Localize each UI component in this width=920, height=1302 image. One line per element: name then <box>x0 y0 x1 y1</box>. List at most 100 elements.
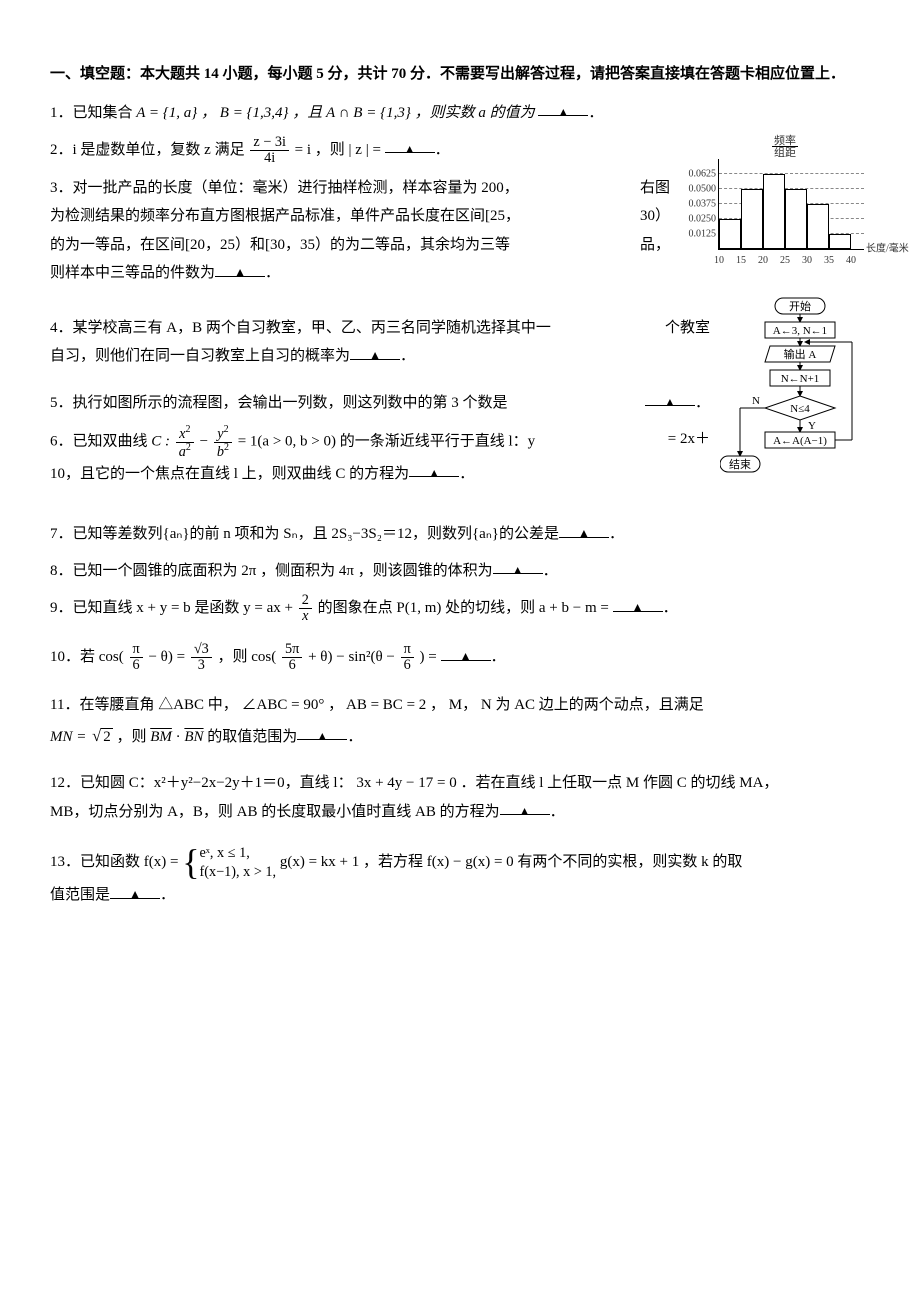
answer-blank <box>493 557 543 575</box>
q5-l1a: 5．执行如图所示的流程图，会输出一列数，则这列数中的第 3 个数是 <box>50 395 508 411</box>
q10-f2d: 3 <box>191 658 212 673</box>
q6-c: C : <box>151 434 174 450</box>
q11-c: ，则 <box>116 729 150 745</box>
q3-l1a: 3．对一批产品的长度（单位：毫米）进行抽样检测，样本容量为 200， <box>50 180 519 196</box>
answer-blank <box>645 389 695 407</box>
histo-xlabel: 长度/毫米 <box>864 240 909 259</box>
q10-b: − θ) = <box>148 649 188 665</box>
question-2: 2．i 是虚数单位，复数 z 满足 z − 3i4i = i ，则 | z | … <box>50 135 870 166</box>
q13-b: g(x) = kx + 1 ，若方程 f(x) − g(x) = 0 有两个不同… <box>280 854 743 870</box>
q3-l2b: 30） <box>640 202 670 231</box>
question-10: 10．若 cos( π6 − θ) = √33 ，则 cos( 5π6 + θ)… <box>50 642 870 673</box>
q10-c: ，则 cos( <box>218 649 277 665</box>
q5-l1b: ． <box>695 395 710 411</box>
q1-pre: 1．已知集合 <box>50 105 136 121</box>
q10-f2n: √3 <box>191 642 212 658</box>
q2-post: ． <box>435 142 450 158</box>
q3-l4b: ． <box>265 265 280 281</box>
q12-a: 12．已知圆 C：x²＋y²−2x−2y＋1＝0，直线 l： 3x + 4y −… <box>50 775 778 791</box>
q11-vec-bn: BN <box>184 729 203 745</box>
q10-f3: 5π6 <box>282 642 302 673</box>
q8-p: ． <box>543 563 558 579</box>
q7-t: 7．已知等差数列{aₙ}的前 n 项和为 Sₙ，且 2S₃−3S₂＝12，则数列… <box>50 526 559 542</box>
q6-frac1: x2a2 <box>176 425 194 459</box>
q8-t: 8．已知一个圆锥的底面积为 2π ，侧面积为 4π ，则该圆锥的体积为 <box>50 563 493 579</box>
q3-l4: 则样本中三等品的件数为 <box>50 265 215 281</box>
answer-blank <box>215 259 265 277</box>
q11-vec-bm: BM <box>150 729 172 745</box>
q13-c1: eˣ, x ≤ 1, <box>199 845 249 861</box>
q13-c: 值范围是 <box>50 887 110 903</box>
q1-post: ． <box>588 105 603 121</box>
q10-p: ． <box>491 649 506 665</box>
q11-rt: 2 <box>101 728 113 745</box>
answer-blank <box>441 643 491 661</box>
answer-blank <box>385 136 435 154</box>
answer-blank <box>538 99 588 117</box>
q11-p: ． <box>347 729 362 745</box>
q6-xd: a <box>179 444 186 460</box>
q4-l1a: 4．某学校高三有 A，B 两个自习教室，甲、乙、丙三名同学随机选择其中一 <box>50 320 551 336</box>
q2-pre: 2．i 是虚数单位，复数 z 满足 <box>50 142 248 158</box>
q10-f2: √33 <box>191 642 212 673</box>
q2-num: z − 3i <box>250 135 289 151</box>
q2-den: 4i <box>250 151 289 166</box>
q6-yd: b <box>217 444 224 460</box>
question-7: 7．已知等差数列{aₙ}的前 n 项和为 Sₙ，且 2S₃−3S₂＝12，则数列… <box>50 520 870 549</box>
q13-a: 13．已知函数 f(x) = <box>50 854 182 870</box>
q10-f4n: π <box>401 642 414 658</box>
question-3: 3．对一批产品的长度（单位：毫米）进行抽样检测，样本容量为 200，右图 为检测… <box>50 174 870 288</box>
q9-den: x <box>299 609 312 624</box>
question-13: 13．已知函数 f(x) = { eˣ, x ≤ 1, f(x−1), x > … <box>50 844 870 910</box>
q11-dot: · <box>172 729 185 745</box>
q2-frac: z − 3i4i <box>250 135 289 166</box>
q11-a: 11．在等腰直角 △ABC 中， ∠ABC = 90° ， AB = BC = … <box>50 697 704 713</box>
piecewise: { eˣ, x ≤ 1, f(x−1), x > 1, <box>182 844 276 881</box>
question-6: 6．已知双曲线 C : x2a2 − y2b2 = 1(a > 0, b > 0… <box>50 425 870 488</box>
answer-blank <box>500 798 550 816</box>
q9-num: 2 <box>299 593 312 609</box>
q10-f4: π6 <box>401 642 414 673</box>
answer-blank <box>559 520 609 538</box>
q9-a: 9．已知直线 x + y = b 是函数 y = ax + <box>50 600 297 616</box>
q10-f1n: π <box>130 642 143 658</box>
q10-a: 10．若 cos( <box>50 649 124 665</box>
q1-sets: A = {1, a} ， B = {1,3,4} ，且 A ∩ B = {1,3… <box>136 105 534 121</box>
question-8: 8．已知一个圆锥的底面积为 2π ，侧面积为 4π ，则该圆锥的体积为 ． <box>50 557 870 586</box>
q10-d: + θ) − sin²(θ − <box>308 649 399 665</box>
q9-b: 的图象在点 P(1, m) 处的切线，则 a + b − m = <box>318 600 613 616</box>
q10-f3n: 5π <box>282 642 302 658</box>
question-12: 12．已知圆 C：x²＋y²−2x−2y＋1＝0，直线 l： 3x + 4y −… <box>50 769 870 826</box>
question-5: 5．执行如图所示的流程图，会输出一列数，则这列数中的第 3 个数是 ． <box>50 389 870 418</box>
q12-b: MB，切点分别为 A，B，则 AB 的长度取最小值时直线 AB 的方程为 <box>50 804 500 820</box>
question-11: 11．在等腰直角 △ABC 中， ∠ABC = 90° ， AB = BC = … <box>50 691 870 751</box>
q6-mid: = 1(a > 0, b > 0) 的一条渐近线平行于直线 l：y <box>238 434 535 450</box>
q11-d: 的取值范围为 <box>207 729 297 745</box>
section-header: 一、填空题：本大题共 14 小题，每小题 5 分，共计 70 分．不需要写出解答… <box>50 60 870 89</box>
q4-l1b: 个教室 <box>665 314 710 343</box>
q3-l1b: 右图 <box>640 174 670 203</box>
q6-l2: 10，且它的一个焦点在直线 l 上，则双曲线 C 的方程为 <box>50 466 409 482</box>
q9-p: ． <box>663 600 678 616</box>
q4-l2: 自习，则他们在同一自习教室上自习的概率为 <box>50 348 350 364</box>
sqrt-icon: 2 <box>90 720 113 752</box>
answer-blank <box>409 460 459 478</box>
answer-blank <box>350 342 400 360</box>
question-1: 1．已知集合 A = {1, a} ， B = {1,3,4} ，且 A ∩ B… <box>50 99 870 128</box>
q6-a: 6．已知双曲线 <box>50 434 151 450</box>
q10-f1d: 6 <box>130 658 143 673</box>
q3-l3a: 的为一等品，在区间[20，25）和[30，35）的为二等品，其余均为三等 <box>50 237 510 253</box>
cases: eˣ, x ≤ 1, f(x−1), x > 1, <box>199 844 276 881</box>
q9-frac: 2x <box>299 593 312 624</box>
answer-blank <box>613 594 663 612</box>
q6-frac2: y2b2 <box>214 425 232 459</box>
q7-p: ． <box>609 526 624 542</box>
q6-l2b: ． <box>459 466 474 482</box>
q10-f3d: 6 <box>282 658 302 673</box>
q3-l3b: 品， <box>640 231 670 260</box>
q11-b: MN = <box>50 729 90 745</box>
q4-l2b: ． <box>400 348 415 364</box>
q10-f1: π6 <box>130 642 143 673</box>
q13-p: ． <box>160 887 175 903</box>
q13-c2: f(x−1), x > 1, <box>199 864 276 880</box>
